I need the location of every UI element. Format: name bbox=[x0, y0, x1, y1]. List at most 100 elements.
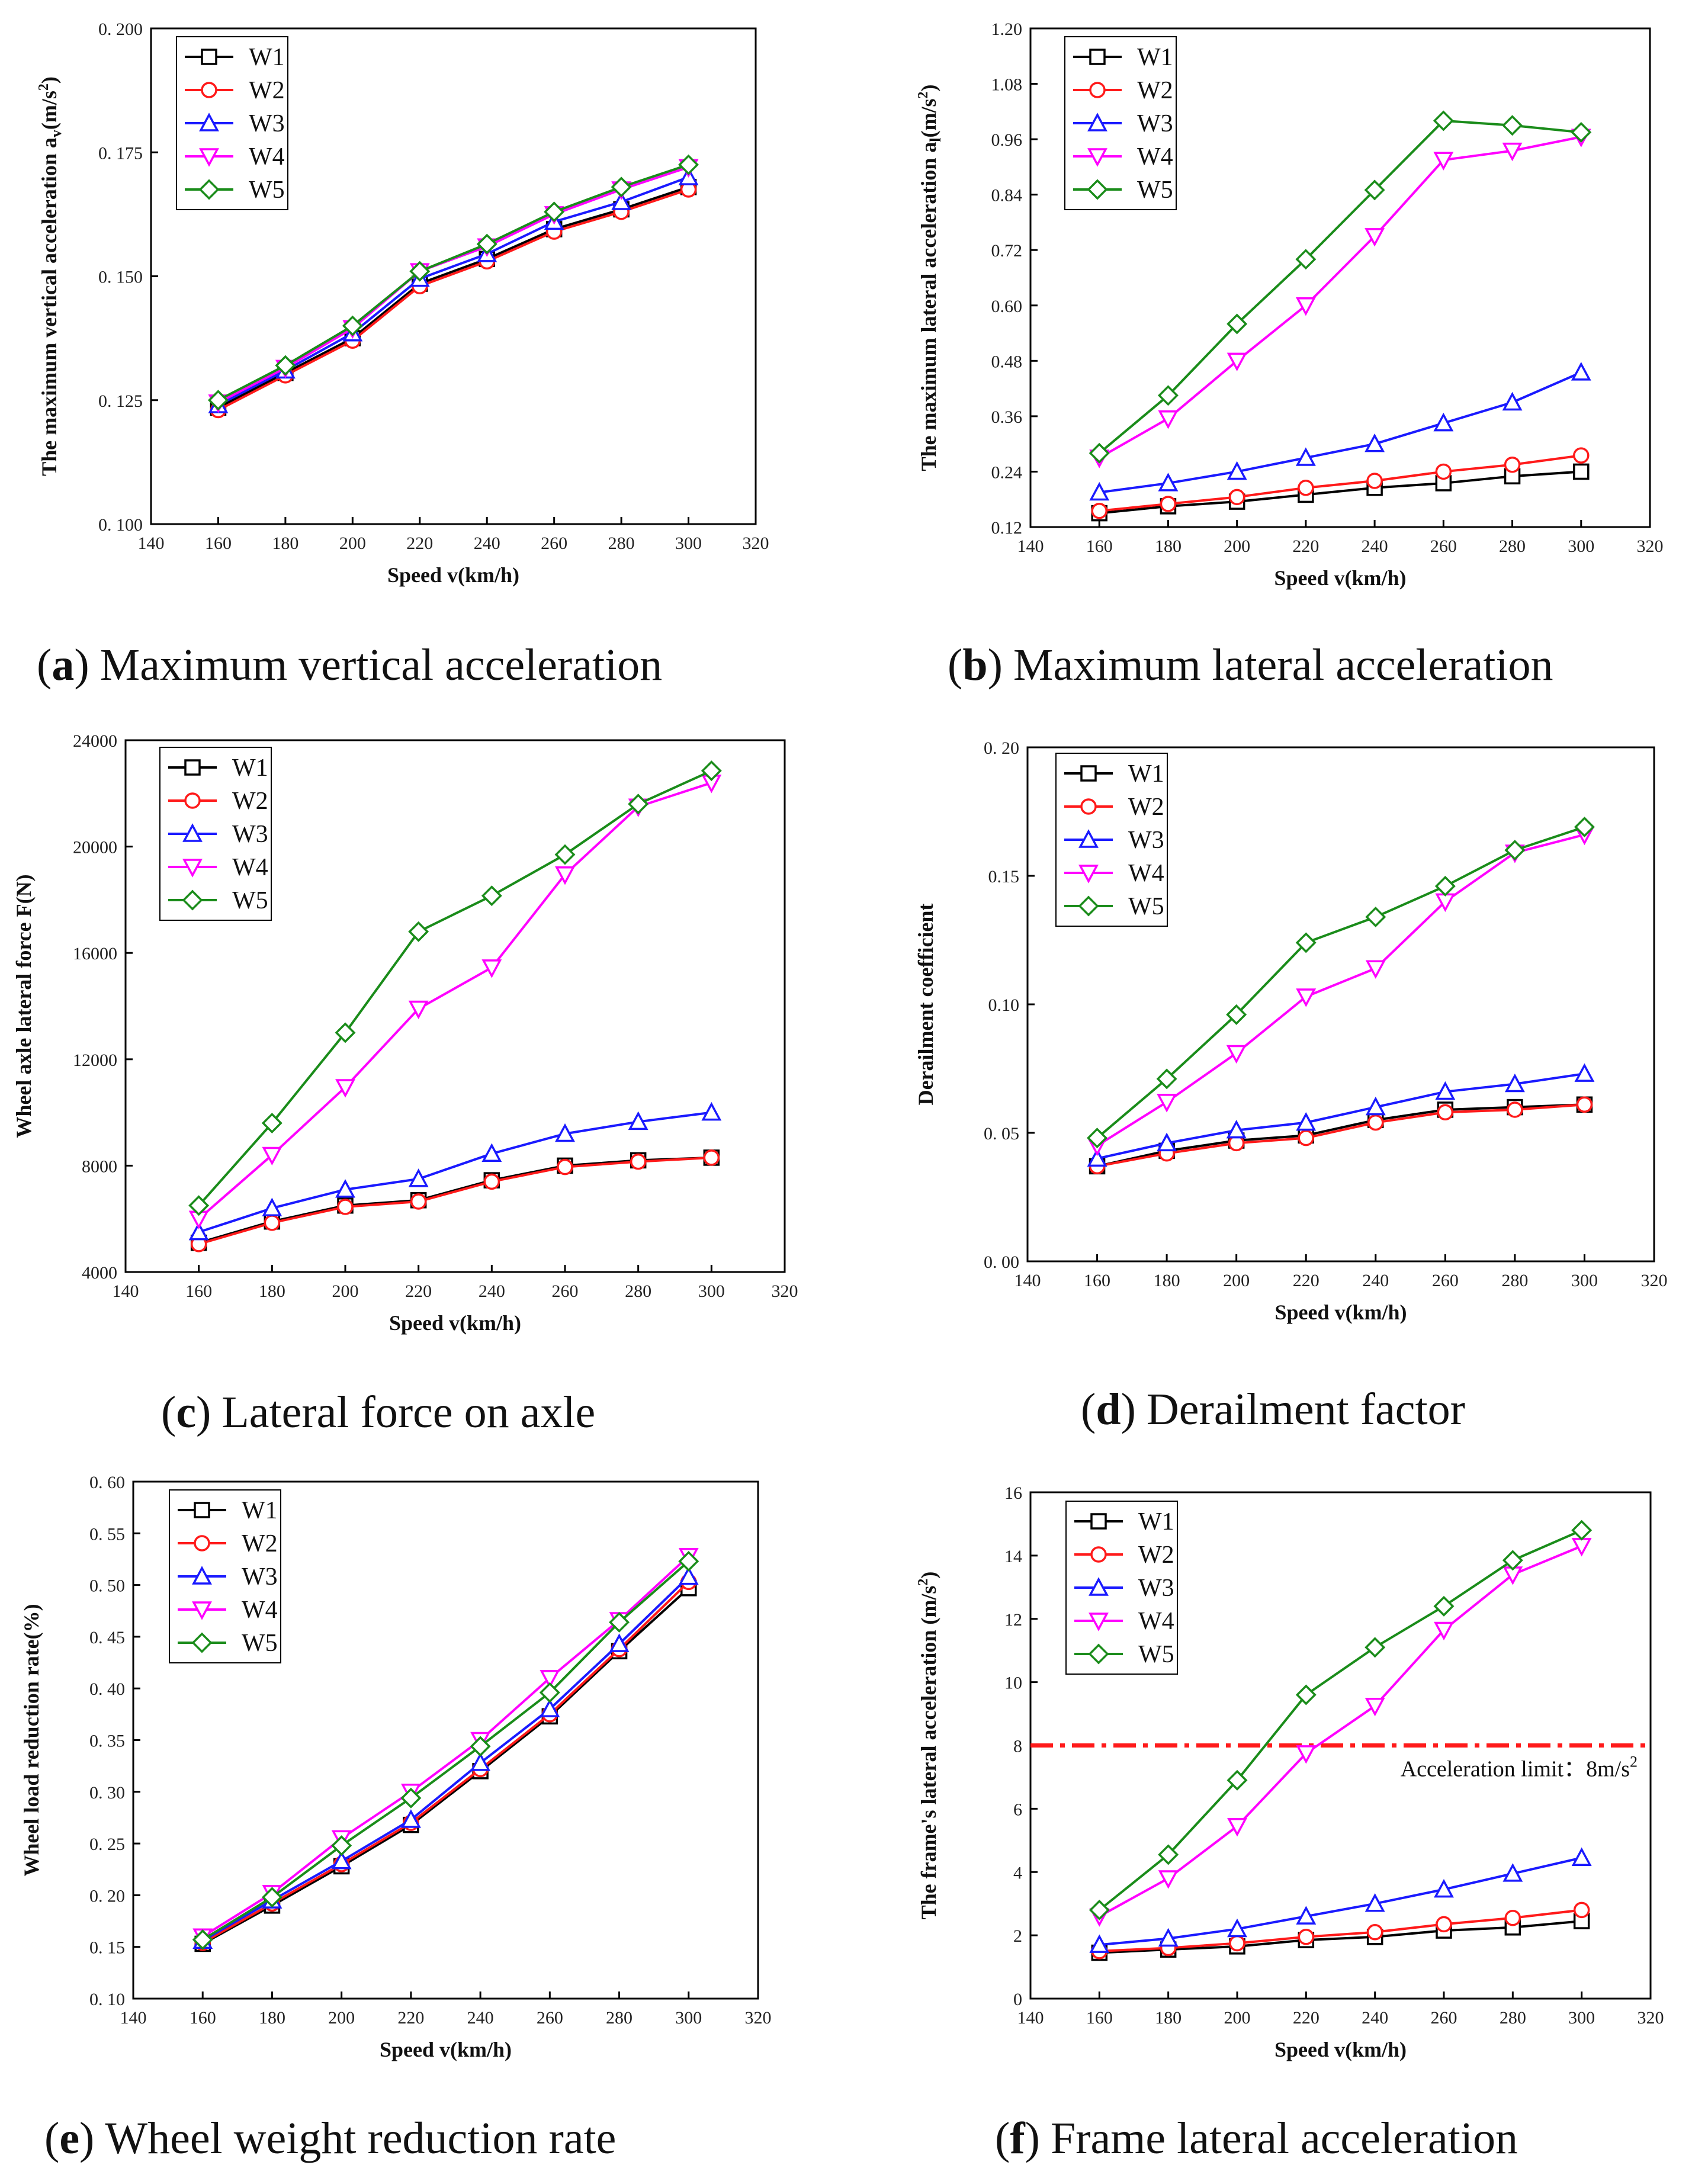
data-point-w5 bbox=[1295, 1684, 1317, 1705]
caption-letter: f bbox=[1010, 2113, 1026, 2163]
series-w4 bbox=[1089, 1538, 1592, 1927]
x-tick-label: 300 bbox=[675, 534, 702, 553]
data-point-w5 bbox=[481, 885, 502, 907]
y-tick-label: 14 bbox=[1004, 1547, 1022, 1566]
data-point-w5 bbox=[261, 1113, 282, 1134]
series-w2 bbox=[1089, 1096, 1593, 1175]
legend-marker-w3 bbox=[1087, 113, 1107, 131]
y-tick-label: 20000 bbox=[73, 838, 117, 857]
x-tick-label: 200 bbox=[332, 1281, 359, 1301]
x-tick-label: 240 bbox=[1362, 1271, 1389, 1290]
y-axis-label-sub: l bbox=[927, 137, 944, 142]
data-point-w5 bbox=[701, 760, 722, 782]
y-tick-label: 0. 55 bbox=[89, 1524, 125, 1544]
chart-panel-e: 140 160 180 200 220 240 260 280 300 320 0. 10 0. 15… bbox=[20, 1473, 772, 2061]
data-point-w5 bbox=[261, 1887, 282, 1908]
data-point-w3 bbox=[1295, 447, 1316, 466]
data-point-w3 bbox=[540, 1698, 560, 1717]
data-point-w4 bbox=[540, 1669, 560, 1689]
data-point-w3 bbox=[1574, 1063, 1595, 1082]
data-point-w3 bbox=[1365, 433, 1385, 452]
x-tick-label: 260 bbox=[1430, 537, 1457, 556]
x-tick-label: 260 bbox=[1431, 2008, 1457, 2028]
data-point-w2 bbox=[1436, 1916, 1452, 1933]
y-tick-label: 0. 40 bbox=[89, 1679, 125, 1699]
data-point-w5 bbox=[1571, 1520, 1593, 1541]
series-w2 bbox=[210, 181, 697, 419]
legend-marker-w5 bbox=[191, 1632, 213, 1653]
legend-label-w3: W3 bbox=[249, 110, 285, 137]
legend-label-w2: W2 bbox=[232, 788, 268, 815]
data-point-w3 bbox=[1502, 1863, 1523, 1882]
series-w3 bbox=[1089, 362, 1591, 501]
data-point-w4 bbox=[1157, 1094, 1177, 1113]
data-point-w5 bbox=[1433, 110, 1454, 131]
legend-marker-w3 bbox=[1078, 829, 1099, 848]
data-point-w5 bbox=[331, 1835, 352, 1856]
legend-label-w5: W5 bbox=[232, 887, 268, 914]
legend-label-w1: W1 bbox=[242, 1497, 278, 1524]
series-line-w3 bbox=[217, 176, 689, 406]
y-tick-label: 0. 00 bbox=[984, 1252, 1019, 1272]
y-axis-label-main: The maximum vertical acceleration a bbox=[37, 137, 61, 476]
x-axis-label: Speed v(km/h) bbox=[1274, 566, 1406, 590]
x-tick-label: 220 bbox=[1292, 537, 1319, 556]
y-tick-label: 0.72 bbox=[991, 241, 1023, 261]
data-point-w2 bbox=[1504, 1909, 1521, 1926]
series-line-w4 bbox=[202, 1555, 690, 1938]
data-point-w2 bbox=[1298, 479, 1314, 496]
series-line-w3 bbox=[198, 1111, 712, 1234]
series-line-w4 bbox=[1099, 136, 1582, 459]
y-axis-label-close: ) bbox=[917, 84, 940, 91]
series-w3 bbox=[1089, 1847, 1592, 1953]
legend-marker-w3 bbox=[199, 113, 219, 131]
series-line-w1 bbox=[217, 185, 689, 409]
y-tick-label: 0. 200 bbox=[98, 20, 143, 39]
legend-label-w1: W1 bbox=[1137, 44, 1173, 71]
y-axis-label-sub: v bbox=[47, 130, 65, 137]
data-point-w4 bbox=[1434, 1621, 1454, 1641]
legend-label-w1: W1 bbox=[232, 754, 268, 782]
legend-label-w4: W4 bbox=[242, 1597, 278, 1624]
x-tick-label: 280 bbox=[1500, 2008, 1526, 2028]
data-point-w3 bbox=[331, 1851, 352, 1870]
caption-close: ) bbox=[1121, 1385, 1136, 1434]
chart-panel-d: 140 160 180 200 220 240 260 280 300 320 0. 00 0. 05… bbox=[914, 738, 1668, 1324]
panel-caption: (a) Maximum vertical acceleration bbox=[37, 640, 662, 690]
legend-marker-w1 bbox=[184, 759, 201, 776]
y-tick-label: 0.48 bbox=[991, 352, 1023, 371]
y-tick-label: 1.08 bbox=[991, 75, 1023, 95]
data-point-w5 bbox=[1365, 1637, 1386, 1658]
y-axis-label: Derailment coefficient bbox=[914, 904, 938, 1106]
x-tick-label: 280 bbox=[625, 1281, 651, 1301]
legend-marker-w4 bbox=[192, 1601, 212, 1620]
legend-marker-w1 bbox=[1080, 765, 1097, 782]
x-tick-label: 240 bbox=[474, 534, 500, 553]
x-tick-label: 320 bbox=[1637, 537, 1664, 556]
series-line-w5 bbox=[198, 769, 712, 1207]
acceleration-limit-label: Acceleration limit：8m/s2 bbox=[1401, 1753, 1638, 1782]
y-tick-label: 0.60 bbox=[991, 297, 1023, 316]
y-axis-label: Wheel axle lateral force F(N) bbox=[12, 874, 36, 1138]
y-tick-label: 0. 20 bbox=[984, 738, 1019, 758]
data-point-w3 bbox=[1089, 1934, 1110, 1953]
x-axis-label: Speed v(km/h) bbox=[389, 1311, 521, 1335]
legend-label-w3: W3 bbox=[232, 821, 268, 848]
data-point-w5 bbox=[1226, 1004, 1247, 1025]
x-tick-label: 140 bbox=[1017, 2008, 1044, 2028]
series-line-w3 bbox=[202, 1576, 690, 1942]
data-point-w5 bbox=[400, 1787, 422, 1809]
y-tick-label: 4000 bbox=[82, 1263, 117, 1283]
x-tick-label: 140 bbox=[1017, 537, 1044, 556]
data-point-w2 bbox=[1573, 447, 1590, 464]
y-tick-label: 0. 15 bbox=[89, 1938, 125, 1958]
data-point-w4 bbox=[1158, 1870, 1179, 1889]
data-point-w5 bbox=[188, 1195, 210, 1216]
caption-letter: d bbox=[1096, 1385, 1121, 1434]
data-point-w4 bbox=[408, 1000, 429, 1020]
data-point-w3 bbox=[1227, 1918, 1247, 1938]
y-axis-label: The maximum lateral acceleration al(m/s2… bbox=[916, 84, 944, 471]
caption-letter: b bbox=[962, 640, 987, 690]
legend-marker-w4 bbox=[1087, 148, 1107, 167]
data-point-w4 bbox=[1365, 1697, 1385, 1717]
